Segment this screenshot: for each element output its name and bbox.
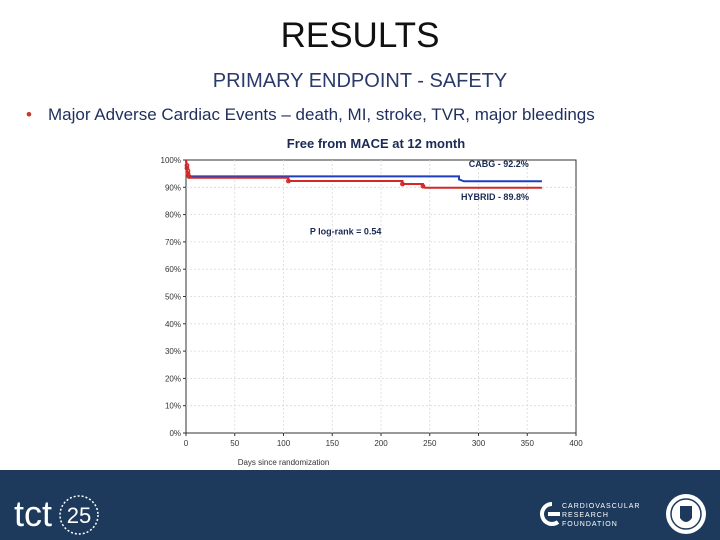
event-marker bbox=[400, 181, 405, 187]
y-tick-label: 30% bbox=[165, 347, 181, 356]
footer-background bbox=[0, 470, 720, 540]
crf-name-line-2: RESEARCH bbox=[562, 512, 609, 519]
crf-name-line-3: FOUNDATION bbox=[562, 521, 618, 528]
y-tick-label: 90% bbox=[165, 183, 181, 192]
event-marker bbox=[186, 173, 192, 179]
y-tick-label: 20% bbox=[165, 374, 181, 383]
y-tick-label: 50% bbox=[165, 293, 181, 302]
tct-logo-text: tct bbox=[14, 493, 52, 534]
tct-25-circle-icon bbox=[59, 495, 99, 535]
x-tick-label: 0 bbox=[184, 439, 189, 448]
y-tick-label: 40% bbox=[165, 320, 181, 329]
x-tick-label: 300 bbox=[472, 439, 486, 448]
x-tick-label: 50 bbox=[230, 439, 239, 448]
x-tick-label: 200 bbox=[374, 439, 388, 448]
y-tick-label: 70% bbox=[165, 238, 181, 247]
bullet-text: Major Adverse Cardiac Events – death, MI… bbox=[48, 105, 595, 124]
y-tick-label: 0% bbox=[169, 429, 181, 438]
x-tick-label: 150 bbox=[326, 439, 340, 448]
slide-title: RESULTS bbox=[280, 16, 440, 55]
x-tick-label: 100 bbox=[277, 439, 291, 448]
crf-name-line-1: CARDIOVASCULAR bbox=[562, 503, 640, 510]
event-marker bbox=[184, 163, 190, 168]
tct-edition-number: 25 bbox=[67, 503, 91, 528]
slide-subtitle: PRIMARY ENDPOINT - SAFETY bbox=[212, 70, 508, 92]
event-marker bbox=[420, 183, 426, 189]
bullet-dot-icon: • bbox=[26, 105, 32, 124]
seal-emblem bbox=[680, 506, 692, 522]
event-marker bbox=[185, 168, 191, 174]
series-label-hybrid: HYBRID - 89.8% bbox=[461, 192, 529, 202]
y-tick-label: 60% bbox=[165, 265, 181, 274]
x-tick-label: 400 bbox=[569, 439, 583, 448]
x-axis-label: Days since randomization bbox=[238, 458, 330, 467]
x-tick-label: 250 bbox=[423, 439, 437, 448]
p-value-annotation: P log-rank = 0.54 bbox=[310, 226, 382, 236]
event-marker bbox=[285, 178, 291, 184]
chart-title: Free from MACE at 12 month bbox=[287, 136, 465, 151]
series-label-cabg: CABG - 92.2% bbox=[469, 159, 529, 169]
seal-inner-ring bbox=[670, 498, 702, 530]
crf-logo-icon bbox=[540, 502, 560, 526]
y-tick-label: 10% bbox=[165, 402, 181, 411]
x-tick-label: 350 bbox=[521, 439, 535, 448]
y-tick-label: 100% bbox=[161, 156, 181, 165]
bullet-item: • Major Adverse Cardiac Events – death, M… bbox=[26, 105, 595, 125]
footer-bar: tct 25 CARDIOVASCULAR RESEARCH FOUNDATIO… bbox=[0, 470, 720, 540]
kaplan-meier-chart: 0% 10% 20% 30% 40% 50% 60% 70% 80% 90% 100% 0 50 100 1… bbox=[161, 136, 584, 467]
y-tick-label: 80% bbox=[165, 211, 181, 220]
